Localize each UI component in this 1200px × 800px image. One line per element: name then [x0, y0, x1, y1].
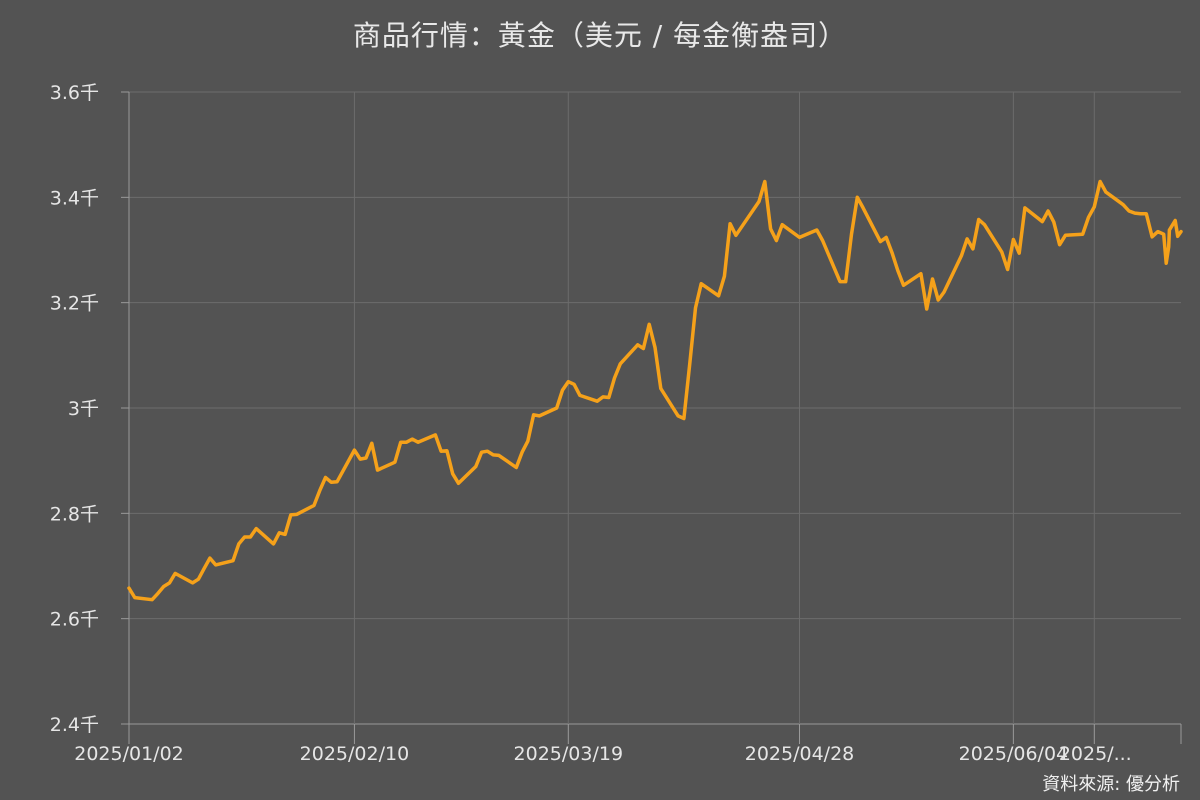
x-tick-label: 2025/01/02	[74, 743, 184, 765]
x-tick-label: 2025/02/10	[300, 743, 410, 765]
y-tick-label: 2.8千	[50, 503, 99, 525]
y-tick-label: 3.6千	[50, 82, 99, 104]
gold-price-line	[127, 179, 1183, 602]
y-tick-label: 2.6千	[50, 609, 99, 631]
data-source-label: 資料來源: 優分析	[1042, 774, 1180, 795]
y-tick-label: 3.2千	[50, 293, 99, 315]
x-tick-label: 2025/...	[1059, 743, 1132, 765]
y-tick-label: 3千	[68, 398, 99, 420]
x-tick-label: 2025/06/04	[959, 743, 1069, 765]
x-tick-label: 2025/04/28	[745, 743, 855, 765]
y-tick-label: 3.4千	[50, 187, 99, 209]
x-tick-label: 2025/03/19	[514, 743, 624, 765]
chart-title: 商品行情：黃金（美元 / 每金衡盎司）	[352, 19, 848, 52]
y-tick-label: 2.4千	[50, 714, 99, 736]
